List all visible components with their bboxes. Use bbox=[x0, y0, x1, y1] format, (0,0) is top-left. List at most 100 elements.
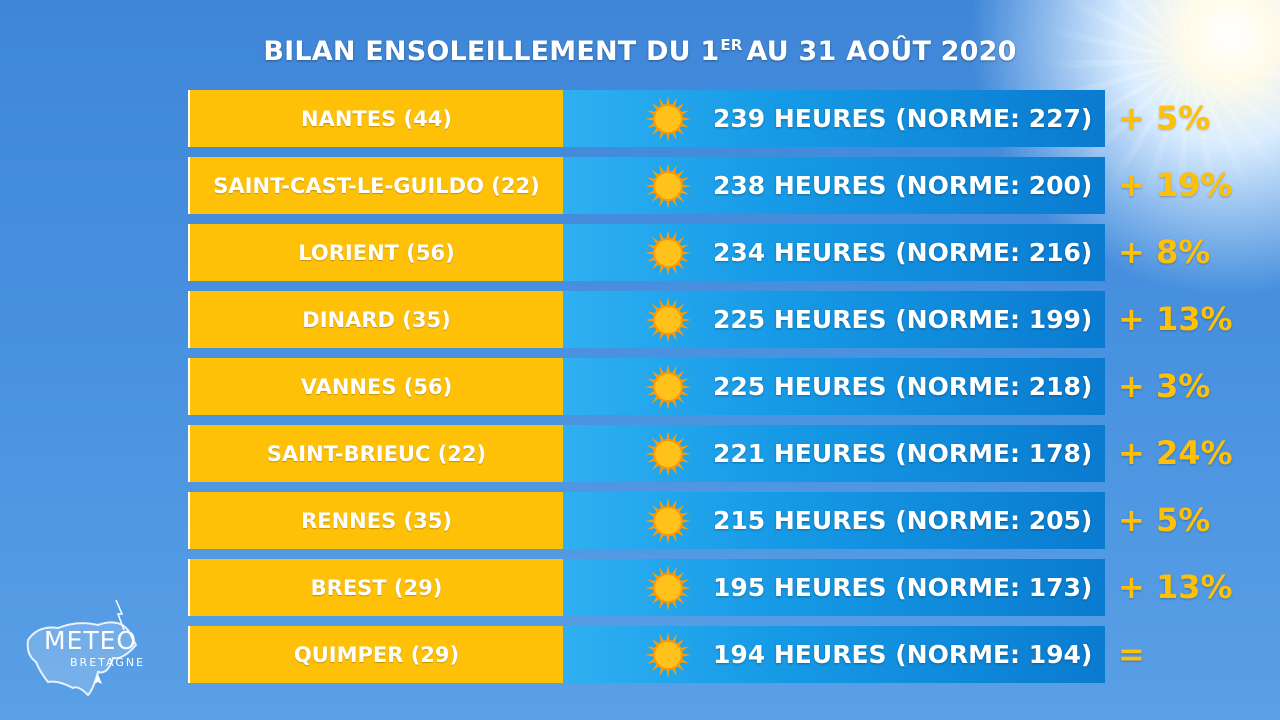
sun-ray bbox=[680, 311, 690, 317]
hours-cell: 194 HEURES (NORME: 194) bbox=[563, 626, 1105, 683]
sun-ray bbox=[659, 198, 665, 208]
sun-ray bbox=[680, 390, 690, 396]
percent-change: + 3% bbox=[1118, 367, 1211, 405]
sun-ray bbox=[659, 97, 665, 107]
sun-ray bbox=[681, 586, 691, 590]
sun-ray bbox=[680, 122, 690, 128]
table-row: NANTES (44) 239 HEURES (NORME: 227) + 5% bbox=[188, 90, 1228, 147]
sun-ray bbox=[646, 311, 656, 317]
sun-ray bbox=[645, 318, 655, 322]
sun-ray bbox=[666, 400, 670, 410]
sun-ray bbox=[666, 333, 670, 343]
sun-ray bbox=[671, 332, 677, 342]
sun-ray bbox=[659, 164, 665, 174]
sun-disc bbox=[653, 305, 683, 335]
sun-ray bbox=[659, 131, 665, 141]
sun-ray bbox=[666, 498, 670, 508]
sun-ray bbox=[666, 230, 670, 240]
table-row: LORIENT (56) 234 HEURES (NORME: 216) + 8… bbox=[188, 224, 1228, 281]
sun-ray bbox=[646, 244, 656, 250]
percent-change: + 5% bbox=[1118, 99, 1211, 137]
sun-disc bbox=[653, 506, 683, 536]
sun-ray bbox=[646, 646, 656, 652]
hours-text: 221 HEURES (NORME: 178) bbox=[713, 439, 1093, 468]
sun-ray bbox=[645, 653, 655, 657]
sun-ray bbox=[659, 298, 665, 308]
sun-icon bbox=[645, 96, 691, 142]
city-label: NANTES (44) bbox=[188, 90, 563, 147]
hours-cell: 221 HEURES (NORME: 178) bbox=[563, 425, 1105, 482]
sun-ray bbox=[659, 633, 665, 643]
sun-ray bbox=[666, 163, 670, 173]
sun-ray bbox=[666, 96, 670, 106]
sun-disc bbox=[653, 238, 683, 268]
sun-ray bbox=[659, 466, 665, 476]
sun-ray bbox=[671, 633, 677, 643]
sun-ray bbox=[645, 184, 655, 188]
sun-ray bbox=[681, 184, 691, 188]
table-row: BREST (29) 195 HEURES (NORME: 173) + 13% bbox=[188, 559, 1233, 616]
meteo-bretagne-logo: METEO BRETAGNE bbox=[18, 600, 148, 700]
city-label: LORIENT (56) bbox=[188, 224, 563, 281]
sun-ray bbox=[671, 466, 677, 476]
city-label: RENNES (35) bbox=[188, 492, 563, 549]
logo-line1: METEO bbox=[44, 626, 138, 655]
logo-line2: BRETAGNE bbox=[70, 656, 146, 669]
sun-ray bbox=[646, 390, 656, 396]
sun-ray bbox=[646, 122, 656, 128]
sun-icon bbox=[645, 565, 691, 611]
sun-ray bbox=[671, 164, 677, 174]
sun-ray bbox=[659, 499, 665, 509]
sun-ray bbox=[680, 579, 690, 585]
sun-ray bbox=[646, 512, 656, 518]
sun-ray bbox=[666, 297, 670, 307]
sun-ray bbox=[646, 524, 656, 530]
sun-ray bbox=[646, 445, 656, 451]
percent-change: + 8% bbox=[1118, 233, 1211, 271]
sun-ray bbox=[671, 198, 677, 208]
hours-text: 225 HEURES (NORME: 199) bbox=[713, 305, 1093, 334]
hours-cell: 195 HEURES (NORME: 173) bbox=[563, 559, 1105, 616]
sun-icon bbox=[645, 364, 691, 410]
percent-change: + 13% bbox=[1118, 568, 1233, 606]
sun-ray bbox=[680, 244, 690, 250]
sun-ray bbox=[671, 365, 677, 375]
sun-ray bbox=[646, 579, 656, 585]
sun-ray bbox=[659, 332, 665, 342]
sun-ray bbox=[666, 668, 670, 678]
percent-change: + 13% bbox=[1118, 300, 1233, 338]
sun-ray bbox=[681, 653, 691, 657]
sun-ray bbox=[671, 566, 677, 576]
percent-change: + 5% bbox=[1118, 501, 1211, 539]
sun-ray bbox=[671, 97, 677, 107]
title-superscript: ER bbox=[720, 36, 743, 54]
sun-ray bbox=[671, 231, 677, 241]
sun-ray bbox=[659, 265, 665, 275]
sun-ray bbox=[671, 432, 677, 442]
sun-ray bbox=[671, 667, 677, 677]
sun-ray bbox=[666, 266, 670, 276]
city-label: SAINT-BRIEUC (22) bbox=[188, 425, 563, 482]
sun-ray bbox=[681, 452, 691, 456]
city-label: SAINT-CAST-LE-GUILDO (22) bbox=[188, 157, 563, 214]
sun-ray bbox=[680, 646, 690, 652]
sun-icon bbox=[645, 632, 691, 678]
page-title: BILAN ENSOLEILLEMENT DU 1ER AU 31 AOÛT 20… bbox=[0, 36, 1280, 67]
sun-ray bbox=[680, 256, 690, 262]
percent-change: + 19% bbox=[1118, 166, 1233, 204]
sun-ray bbox=[659, 231, 665, 241]
sun-disc bbox=[653, 171, 683, 201]
hours-text: 225 HEURES (NORME: 218) bbox=[713, 372, 1093, 401]
sun-ray bbox=[680, 378, 690, 384]
sun-ray bbox=[646, 323, 656, 329]
city-label: DINARD (35) bbox=[188, 291, 563, 348]
sun-ray bbox=[680, 110, 690, 116]
sun-ray bbox=[681, 385, 691, 389]
sun-ray bbox=[659, 667, 665, 677]
sun-ray bbox=[645, 385, 655, 389]
hours-cell: 238 HEURES (NORME: 200) bbox=[563, 157, 1105, 214]
sun-ray bbox=[645, 117, 655, 121]
table-row: SAINT-BRIEUC (22) 221 HEURES (NORME: 178… bbox=[188, 425, 1233, 482]
sun-ray bbox=[681, 251, 691, 255]
title-rest: AU 31 AOÛT 2020 bbox=[746, 36, 1017, 67]
